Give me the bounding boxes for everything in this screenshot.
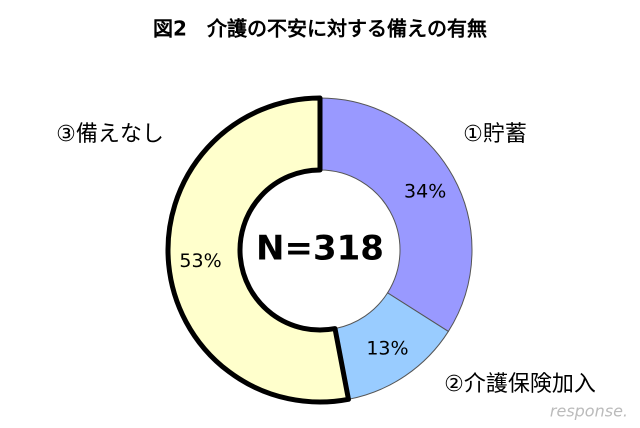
value-label: 53%: [179, 250, 221, 272]
value-label: 34%: [404, 181, 446, 203]
category-label: ③備えなし: [56, 122, 164, 147]
value-label: 13%: [366, 338, 408, 360]
center-text: N=318: [256, 229, 384, 269]
watermark: response.: [550, 402, 628, 421]
segment: [165, 95, 351, 405]
category-label: ②介護保険加入: [444, 372, 596, 397]
category-label: ①貯蓄: [463, 122, 527, 147]
segments: [165, 95, 473, 405]
chart-title: 図2 介護の不安に対する備えの有無: [153, 17, 487, 41]
segment: [319, 97, 473, 333]
